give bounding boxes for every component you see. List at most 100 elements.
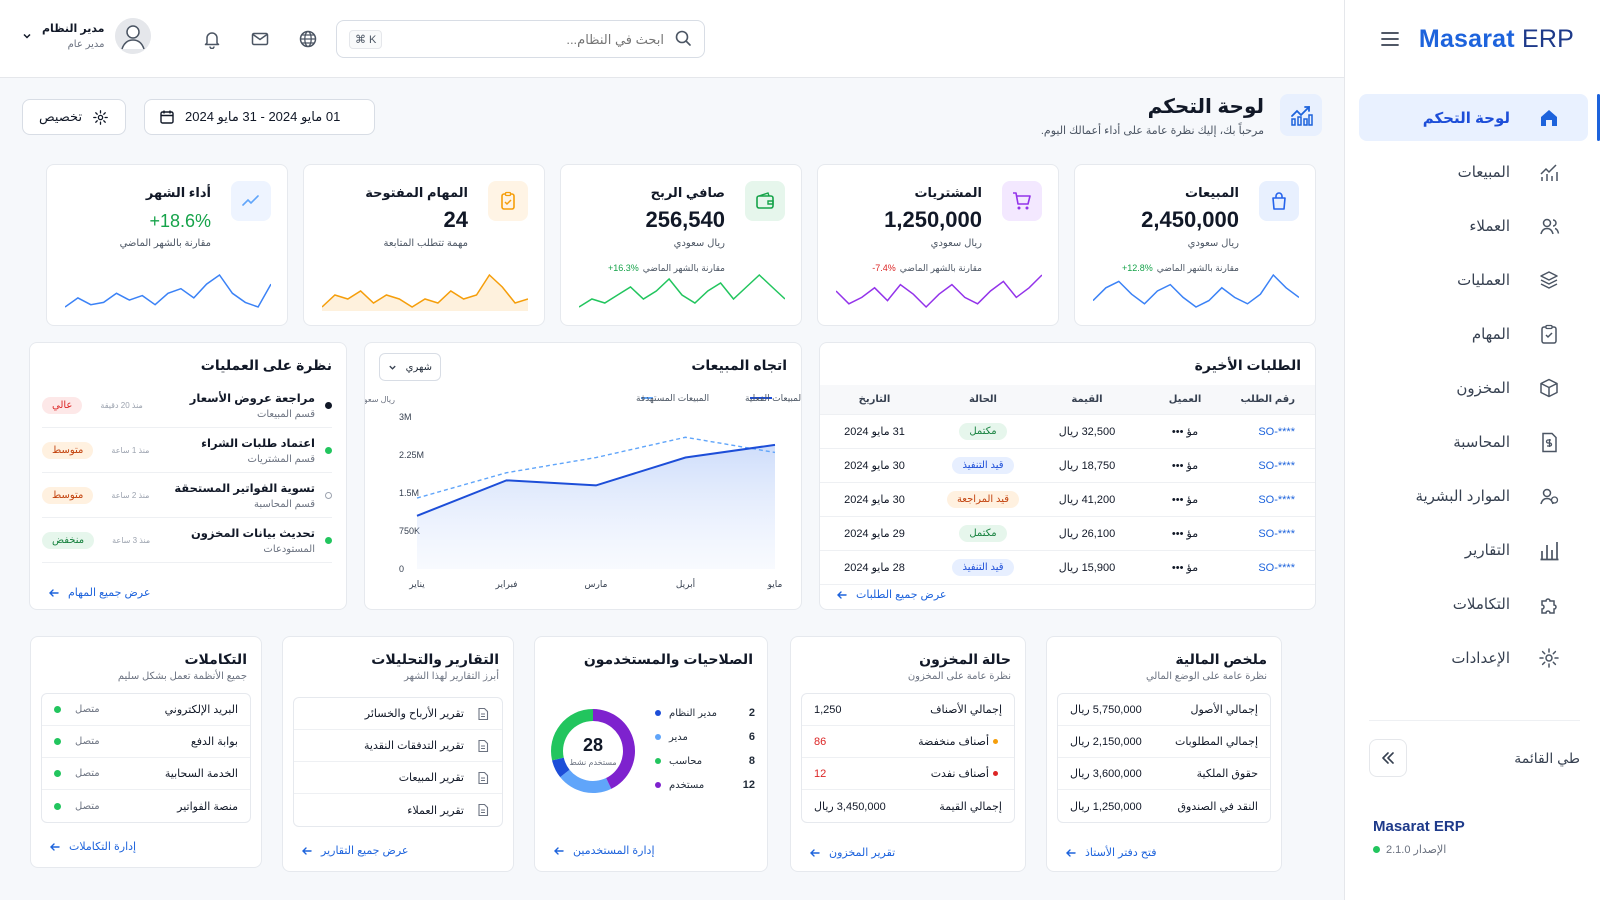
list-item[interactable]: تحديث بيانات المخزون المستودعات منخفض منذ 3… (42, 518, 332, 563)
sidebar-header: Masarat ERP (1345, 0, 1600, 78)
view-all-orders-link[interactable]: عرض جميع الطلبات (836, 588, 946, 601)
sidebar-item-0[interactable]: لوحة التحكم (1359, 94, 1600, 141)
view-all-reports-link[interactable]: عرض جميع التقارير (301, 844, 408, 857)
globe-icon[interactable] (296, 27, 320, 51)
sidebar-item-3[interactable]: العمليات (1359, 256, 1588, 303)
kpi-label: المهام المفتوحة (365, 185, 468, 200)
role-item: 8 محاسب (655, 749, 755, 773)
kpi-card[interactable]: المبيعات 2,450,000 ريال سعودي مقارنة بالشهر… (1074, 164, 1316, 326)
customize-button[interactable]: تخصيص (22, 99, 126, 135)
integration-item[interactable]: بوابة الدفع متصل (42, 726, 250, 758)
list-item[interactable]: تسوية الفواتير المستحقة قسم المحاسبة متوسط… (42, 473, 332, 518)
report-item[interactable]: تقرير التدفقات النقدية (294, 730, 502, 762)
report-item[interactable]: تقرير العملاء (294, 794, 502, 826)
clipboard-icon (501, 191, 515, 210)
chevron-down-icon[interactable] (22, 31, 32, 41)
kpi-card[interactable]: المهام المفتوحة 24 مهمة تتطلب المتابعة (303, 164, 545, 326)
kpi-change: +16.3% (607, 263, 639, 273)
table-row[interactable]: SO-**** مؤ ••• 26,100 ريال مكتمل 29 مايو 202… (820, 517, 1315, 551)
table-row[interactable]: SO-**** مؤ ••• 32,500 ريال مكتمل 31 مايو 202… (820, 415, 1315, 449)
bell-icon[interactable] (200, 27, 224, 51)
order-id[interactable]: SO-**** (1258, 459, 1295, 472)
kpi-sparkline (65, 273, 271, 308)
donut-slice-0 (552, 757, 570, 778)
status-dot (54, 706, 61, 713)
order-id[interactable]: SO-**** (1258, 425, 1295, 438)
task-title: تحديث بيانات المخزون (190, 527, 315, 540)
sidebar-item-5[interactable]: المخزون (1359, 364, 1588, 411)
date-range-label: 01 مايو 2024 - 31 مايو 2024 (185, 109, 341, 124)
kpi-change: -7.4% (872, 263, 896, 273)
integration-item[interactable]: البريد الإلكتروني متصل (42, 694, 250, 726)
integration-item[interactable]: منصة الفواتير متصل (42, 790, 250, 822)
period-select[interactable]: شهري (379, 353, 441, 381)
reports-title: التقارير والتحليلات (371, 651, 499, 667)
app-logo[interactable]: Masarat ERP (1418, 24, 1574, 53)
sidebar-item-10[interactable]: الإعدادات (1359, 634, 1588, 681)
priority-badge: عالي (42, 396, 83, 414)
gear-icon (1539, 647, 1559, 668)
mail-icon[interactable] (248, 27, 272, 51)
sidebar-item-1[interactable]: المبيعات (1359, 148, 1588, 195)
role-name: مدير النظام (669, 707, 717, 719)
x-tick-label: مايو (767, 579, 783, 589)
kpi-value: 256,540 (645, 207, 725, 232)
layers-icon (1538, 269, 1560, 291)
y-tick-label: 3M (399, 412, 412, 422)
table-row[interactable]: SO-**** مؤ ••• 18,750 ريال قيد التنفيذ 30 ما… (820, 449, 1315, 483)
page-title: لوحة التحكم (1147, 96, 1264, 118)
total-users-label: مستخدم نشط (569, 758, 617, 767)
manage-users-link[interactable]: إدارة المستخدمين (553, 844, 655, 857)
page-header: لوحة التحكم مرحباً بك، إليك نظرة عامة عل… (22, 94, 1322, 140)
donut-slice-3 (593, 709, 635, 789)
order-id[interactable]: SO-**** (1258, 561, 1295, 574)
col-client: العميل (1168, 394, 1202, 405)
sidebar-item-8[interactable]: التقارير (1359, 526, 1588, 573)
report-item[interactable]: تقرير الأرباح والخسائر (294, 698, 502, 730)
task-dept: قسم المبيعات (256, 408, 315, 420)
home-icon (1538, 107, 1560, 129)
sidebar-item-6[interactable]: المحاسبة (1359, 418, 1588, 465)
user-role: مدير عام (67, 39, 105, 50)
kpi-card[interactable]: أداء الشهر +18.6% مقارنة بالشهر الماضي (46, 164, 288, 326)
order-date: 30 مايو 2024 (844, 460, 905, 472)
avatar (114, 18, 151, 54)
user-menu[interactable]: مدير النظام مدير عام (22, 18, 151, 54)
search-icon[interactable] (674, 29, 692, 50)
integration-item[interactable]: الخدمة السحابية متصل (42, 758, 250, 790)
sidebar-item-7[interactable]: الموارد البشرية (1359, 472, 1588, 519)
date-range-picker[interactable]: 01 مايو 2024 - 31 مايو 2024 (144, 99, 375, 135)
menu-icon[interactable] (1379, 28, 1401, 50)
sparkline-line (836, 274, 1042, 309)
order-amount: 32,500 ريال (1058, 426, 1116, 438)
view-all-tasks-link[interactable]: عرض جميع المهام (48, 586, 150, 599)
kpi-icon-box (1259, 181, 1299, 221)
list-item[interactable]: اعتماد طلبات الشراء قسم المشتريات متوسط منذ… (42, 428, 332, 473)
manage-integrations-label: إدارة التكاملات (69, 841, 137, 853)
col-status: الحالة (969, 394, 997, 405)
kpi-card[interactable]: المشتريات 1,250,000 ريال سعودي مقارنة بالشه… (817, 164, 1059, 326)
kpi-label: المشتريات (914, 185, 982, 200)
kpi-unit: مهمة تتطلب المتابعة (383, 238, 468, 249)
list-item[interactable]: مراجعة عروض الأسعار قسم المبيعات عالي منذ 2… (42, 383, 332, 428)
table-row[interactable]: SO-**** مؤ ••• 15,900 ريال قيد التنفيذ 28 ما… (820, 551, 1315, 585)
collapse-menu-button[interactable] (1369, 739, 1407, 777)
kpi-card[interactable]: صافي الربح 256,540 ريال سعودي مقارنة بالشهر… (560, 164, 802, 326)
kpi-change: +12.8% (1121, 263, 1153, 273)
sidebar-item-2[interactable]: العملاء (1359, 202, 1588, 249)
report-item[interactable]: تقرير المبيعات (294, 762, 502, 794)
trend-icon (242, 195, 259, 206)
order-id[interactable]: SO-**** (1258, 527, 1295, 540)
open-ledger-link[interactable]: فتح دفتر الأستاذ (1065, 846, 1156, 859)
gear-icon (1538, 647, 1560, 669)
document-icon (478, 803, 489, 817)
table-row[interactable]: SO-**** مؤ ••• 41,200 ريال قيد المراجعة 30 م… (820, 483, 1315, 517)
inventory-report-link[interactable]: تقرير المخزون (809, 846, 895, 859)
status-dot (325, 446, 332, 454)
order-id[interactable]: SO-**** (1258, 493, 1295, 506)
sidebar-item-4[interactable]: المهام (1359, 310, 1588, 357)
sidebar-item-9[interactable]: التكاملات (1359, 580, 1588, 627)
search-input[interactable] (392, 31, 664, 47)
manage-integrations-link[interactable]: إدارة التكاملات (49, 840, 136, 853)
donut-slice-2 (551, 709, 593, 761)
